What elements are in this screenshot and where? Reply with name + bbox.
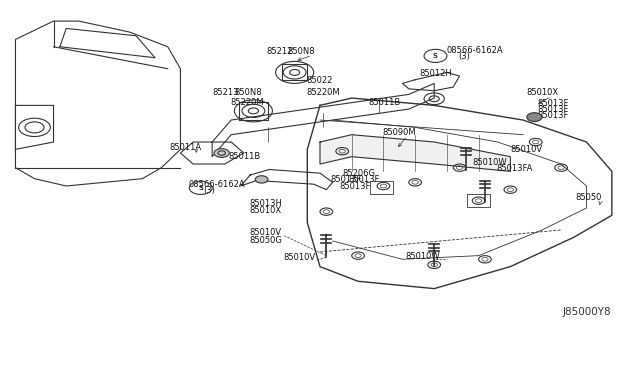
Text: 85022: 85022 xyxy=(306,76,332,85)
Text: 85013F: 85013F xyxy=(339,182,371,191)
Text: 85013H: 85013H xyxy=(249,199,282,208)
Polygon shape xyxy=(307,98,612,289)
Text: 85012H: 85012H xyxy=(420,69,452,78)
Text: 85011B: 85011B xyxy=(228,151,260,160)
Text: 85010X: 85010X xyxy=(249,206,281,215)
Text: 08566-6162A: 08566-6162A xyxy=(188,180,244,189)
Text: 85206G: 85206G xyxy=(343,169,376,178)
Text: 85010V: 85010V xyxy=(249,228,281,237)
Circle shape xyxy=(214,149,229,157)
Text: 85050G: 85050G xyxy=(249,236,282,245)
Text: 85013F: 85013F xyxy=(537,99,568,108)
Text: S: S xyxy=(198,185,204,191)
Text: 08566-6162A: 08566-6162A xyxy=(447,46,504,55)
Text: 85013F: 85013F xyxy=(537,111,568,120)
Circle shape xyxy=(255,176,268,183)
Text: S: S xyxy=(433,53,438,59)
Text: 85220M: 85220M xyxy=(306,88,340,97)
Text: 85220M: 85220M xyxy=(230,97,264,107)
Text: 85010V: 85010V xyxy=(510,145,543,154)
Text: 85013FA: 85013FA xyxy=(497,164,532,173)
Text: 85010W: 85010W xyxy=(405,252,440,261)
Text: 85011A: 85011A xyxy=(169,143,201,152)
Circle shape xyxy=(527,113,542,122)
Text: 85013F: 85013F xyxy=(330,175,362,185)
Text: 85011B: 85011B xyxy=(368,98,401,108)
Text: 850N8: 850N8 xyxy=(234,88,262,97)
Text: 85013F: 85013F xyxy=(348,175,380,185)
Polygon shape xyxy=(403,73,460,91)
Polygon shape xyxy=(320,135,510,171)
Polygon shape xyxy=(180,142,244,164)
Text: 85010X: 85010X xyxy=(526,88,558,97)
Polygon shape xyxy=(212,83,434,157)
Polygon shape xyxy=(241,170,333,190)
Text: 85090M: 85090M xyxy=(382,128,416,137)
Text: 850N8: 850N8 xyxy=(287,47,315,56)
Text: 85010W: 85010W xyxy=(472,158,507,167)
Text: 85013F: 85013F xyxy=(537,105,568,114)
Text: 85050: 85050 xyxy=(575,193,602,202)
Text: 85213: 85213 xyxy=(212,88,239,97)
Text: 85010V: 85010V xyxy=(284,253,316,262)
Text: (3): (3) xyxy=(458,52,470,61)
Text: (3): (3) xyxy=(204,186,215,195)
Text: 85212: 85212 xyxy=(266,47,292,56)
Text: J85000Y8: J85000Y8 xyxy=(563,307,611,317)
